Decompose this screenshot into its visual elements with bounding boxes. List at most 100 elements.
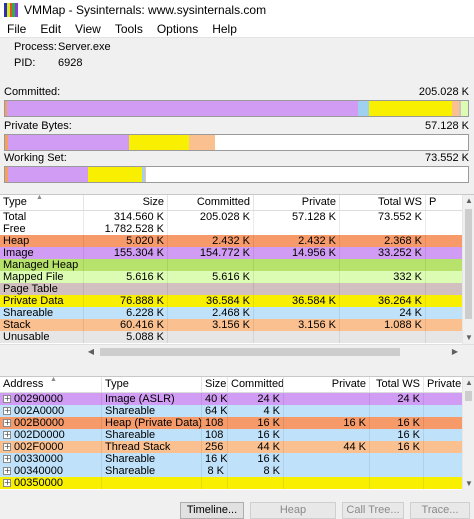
cell-committed: 8 K [228, 465, 284, 477]
scroll-down-icon[interactable]: ▼ [465, 479, 473, 488]
cell-truncated [426, 319, 462, 331]
scroll-thumb[interactable] [465, 209, 472, 319]
col-address[interactable]: Address [0, 377, 102, 392]
type-row-mapped-file[interactable]: Mapped File 5.616 K 5.616 K 332 K [0, 271, 474, 283]
cell-size: 256 K [202, 441, 228, 453]
cell-address: +00290000 [0, 393, 102, 405]
expand-icon[interactable]: + [3, 454, 11, 464]
expand-icon[interactable]: + [3, 406, 11, 416]
cell-truncated [426, 223, 462, 235]
icon-stripe [6, 3, 10, 17]
address-row[interactable]: +00350000 [0, 477, 474, 489]
bottom-buttons: Timeline... Heap Allocations... Call Tre… [0, 502, 474, 519]
type-row-image[interactable]: Image 155.304 K 154.772 K 14.956 K 33.252 K [0, 247, 474, 259]
timeline-button[interactable]: Timeline... [180, 502, 244, 519]
cell-total-ws: 332 K [340, 271, 426, 283]
cell-size: 5.020 K [84, 235, 168, 247]
type-row-heap[interactable]: Heap 5.020 K 2.432 K 2.432 K 2.368 K [0, 235, 474, 247]
trace-button[interactable]: Trace... [410, 502, 470, 519]
expand-icon[interactable]: + [3, 442, 11, 452]
scroll-up-icon[interactable]: ▲ [465, 378, 473, 387]
cell-type: Image [0, 247, 84, 259]
expand-icon[interactable]: + [3, 394, 11, 404]
scroll-thumb[interactable] [465, 391, 472, 401]
cell-total-ws: 1.088 K [340, 319, 426, 331]
cell-committed: 4 K [228, 405, 284, 417]
cell-size: 64 K [202, 405, 228, 417]
menu-tools[interactable]: Tools [114, 21, 143, 36]
cell-total-ws: 33.252 K [340, 247, 426, 259]
type-row-managed-heap[interactable]: Managed Heap [0, 259, 474, 271]
type-row-private-data[interactable]: Private Data 76.888 K 36.584 K 36.584 K 36.2… [0, 295, 474, 307]
cell-private-2 [424, 405, 464, 417]
address-text: 00330000 [14, 453, 63, 465]
col-private-2[interactable]: Private [427, 378, 462, 390]
bar-segment-image [7, 135, 130, 150]
type-row-free[interactable]: Free 1.782.528 K [0, 223, 474, 235]
col-private[interactable]: Private [254, 195, 340, 210]
col-type[interactable]: Type [102, 377, 202, 392]
expand-icon[interactable]: + [3, 430, 11, 440]
icon-stripe [15, 3, 18, 17]
scroll-up-icon[interactable]: ▲ [465, 196, 473, 205]
col-size[interactable]: Size [84, 195, 168, 210]
address-table-vscroll[interactable]: ▲ ▼ [462, 377, 474, 490]
scroll-down-icon[interactable]: ▼ [465, 333, 473, 342]
cell-type: Mapped File [0, 271, 84, 283]
bar-segment-shareable [357, 101, 369, 116]
col-total-ws[interactable]: Total WS [340, 195, 426, 210]
cell-private-2 [424, 417, 464, 429]
cell-private [284, 477, 370, 489]
menu-options[interactable]: Options [156, 21, 199, 36]
pid-row: PID: 6928 [14, 57, 82, 73]
type-row-page-table[interactable]: Page Table [0, 283, 474, 295]
cell-size: 60.416 K [84, 319, 168, 331]
expand-icon[interactable]: + [3, 478, 11, 488]
col-total-ws[interactable]: Total WS [370, 377, 424, 392]
cell-type: Shareable [0, 307, 84, 319]
type-row-shareable[interactable]: Shareable 6.228 K 2.468 K 24 K [0, 307, 474, 319]
call-tree-button[interactable]: Call Tree... [342, 502, 404, 519]
address-row[interactable]: +00290000 Image (ASLR) 40 K 24 K 24 K [0, 393, 474, 405]
cell-type: Heap (Private Data) [102, 417, 202, 429]
cell-size: 40 K [202, 393, 228, 405]
heap-allocations-button[interactable]: Heap Allocations... [250, 502, 336, 519]
scroll-thumb[interactable] [100, 348, 400, 356]
cell-private [284, 393, 370, 405]
menu-help[interactable]: Help [212, 21, 237, 36]
menu-file[interactable]: File [7, 21, 27, 36]
scroll-right-icon[interactable]: ▶ [451, 347, 459, 356]
type-row-total[interactable]: Total 314.560 K 205.028 K 57.128 K 73.552 K [0, 211, 474, 223]
type-row-unusable[interactable]: Unusable 5.088 K [0, 331, 474, 343]
cell-type: Private Data [0, 295, 84, 307]
cell-committed: 205.028 K [168, 211, 254, 223]
scroll-left-icon[interactable]: ◀ [87, 347, 95, 356]
menu-view[interactable]: View [75, 21, 101, 36]
type-table-vscroll[interactable]: ▲ ▼ [462, 195, 474, 344]
col-committed[interactable]: Committed [228, 377, 284, 392]
address-table-header: Address Type Size Committed Private Tota… [0, 377, 474, 393]
address-row[interactable]: +00330000 Shareable 16 K 16 K [0, 453, 474, 465]
address-text: 002B0000 [14, 417, 65, 429]
cell-size: 1.782.528 K [84, 223, 168, 235]
type-table-hscroll[interactable]: ◀ ▶ [0, 344, 474, 358]
col-committed[interactable]: Committed [168, 195, 254, 210]
col-private[interactable]: Private [284, 377, 370, 392]
address-text: 00340000 [14, 465, 63, 477]
col-size[interactable]: Size [202, 377, 228, 392]
menu-edit[interactable]: Edit [40, 21, 62, 36]
cell-size: 6.228 K [84, 307, 168, 319]
col-type[interactable]: Type [0, 195, 84, 210]
bar-segment-shareable [142, 167, 145, 182]
type-row-stack[interactable]: Stack 60.416 K 3.156 K 3.156 K 1.088 K [0, 319, 474, 331]
col-truncated[interactable]: P [429, 196, 437, 208]
window-title: VMMap - Sysinternals: www.sysinternals.c… [24, 3, 267, 17]
expand-icon[interactable]: + [3, 418, 11, 428]
cell-size [84, 283, 168, 295]
expand-icon[interactable]: + [3, 466, 11, 476]
